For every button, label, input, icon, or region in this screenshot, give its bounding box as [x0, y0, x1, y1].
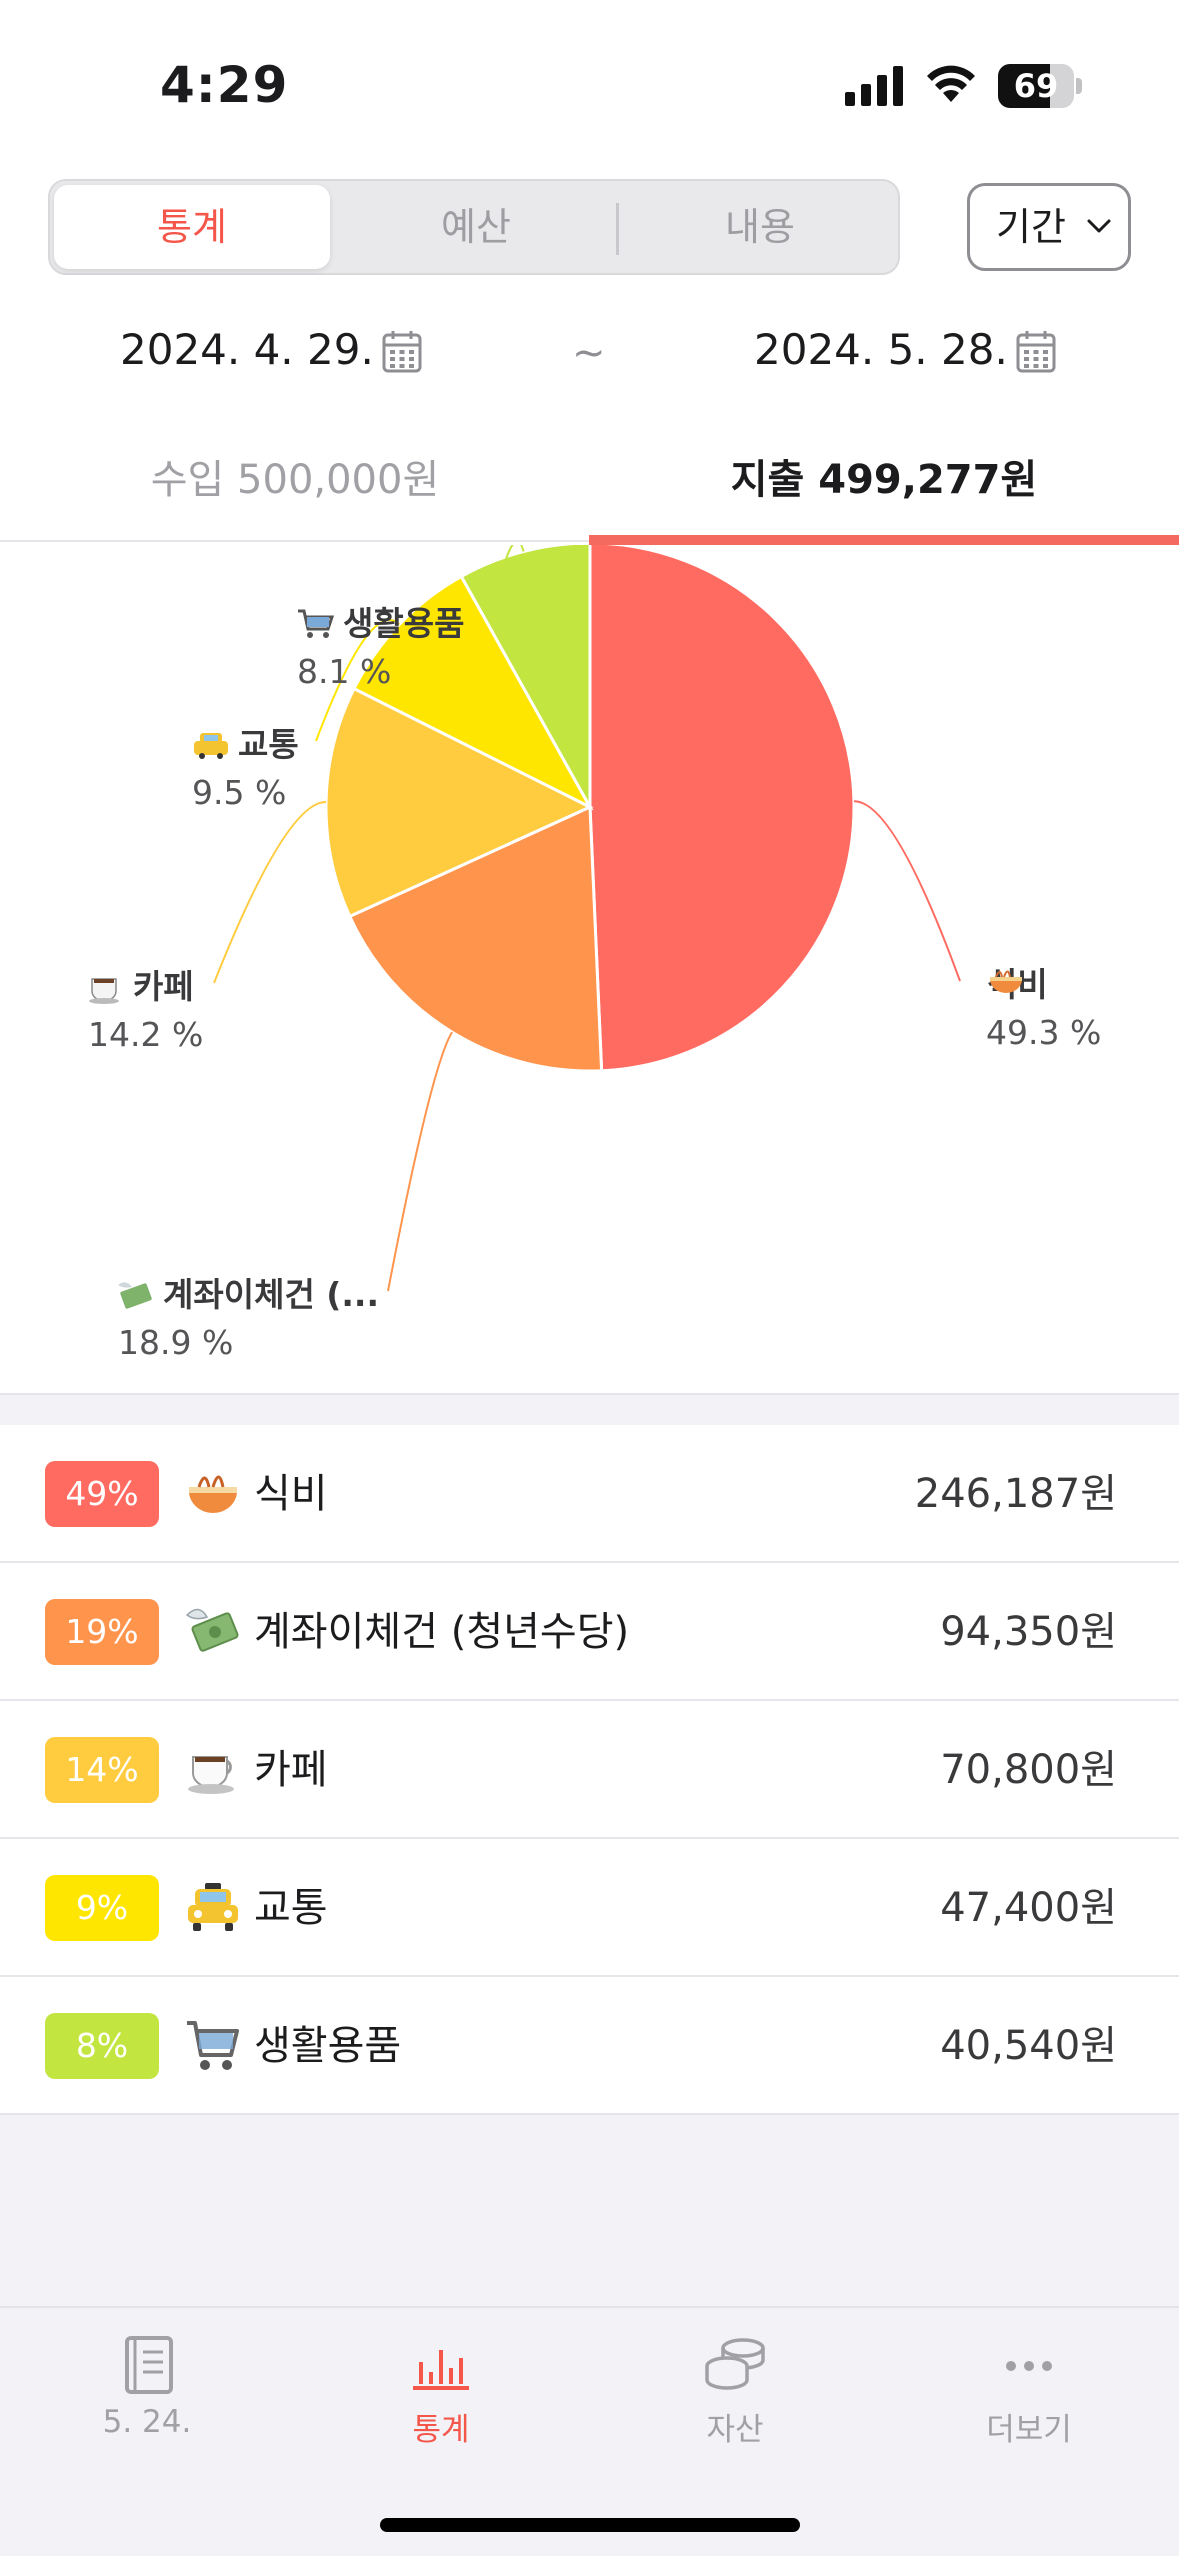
pie-slice[interactable]: [459, 545, 592, 813]
view-segmented-control: 통계 예산 내용: [48, 179, 900, 275]
pie-leader-line: [489, 545, 525, 620]
pie-label-name: 계좌이체건 (...: [163, 1275, 379, 1314]
coffee-icon: [89, 978, 119, 1004]
bar-chart-icon: [413, 2350, 469, 2390]
pie-label-name: 생활용품: [343, 604, 464, 643]
segment-divider: [616, 203, 619, 255]
start-date[interactable]: 2024. 4. 29.: [120, 325, 374, 374]
percent-badge: 9%: [45, 1875, 159, 1941]
tab-ledger[interactable]: 5. 24.: [0, 2308, 294, 2458]
pie-chart-svg: 식비 49.3 % 계좌이체건 (... 18.9 % 카페 14.2 % 교통…: [88, 545, 1101, 1362]
category-amount: 94,350원: [940, 1609, 1117, 1655]
pie-label-percent: 8.1 %: [297, 652, 391, 691]
tab-stats[interactable]: 통계: [294, 2308, 588, 2458]
pie-label-name: 교통: [238, 725, 299, 764]
tab-label: 5. 24.: [102, 2404, 192, 2440]
tab-label: 더보기: [986, 2412, 1072, 2448]
tab-label: 통계: [412, 2412, 470, 2448]
status-time: 4:29: [160, 56, 289, 114]
category-name: 식비: [254, 1471, 328, 1517]
tab-label: 자산: [706, 2412, 764, 2448]
category-name: 카페: [254, 1747, 328, 1793]
wifi-icon: [927, 65, 975, 102]
tab-more[interactable]: 더보기: [882, 2308, 1176, 2458]
segment-budget[interactable]: 예산: [441, 205, 511, 249]
money-wings-icon: [185, 1608, 239, 1652]
end-date[interactable]: 2024. 5. 28.: [754, 325, 1008, 374]
tab-assets[interactable]: 자산: [588, 2308, 882, 2458]
list-item[interactable]: 49% 식비 246,187원: [0, 1425, 1179, 1563]
pie-leader-line: [387, 1031, 453, 1292]
tab-income[interactable]: 수입 500,000원: [150, 457, 440, 503]
pie-label-name: 카페: [133, 967, 194, 1006]
pie-label-percent: 18.9 %: [118, 1323, 233, 1362]
signal-icon: [845, 66, 903, 106]
category-amount: 47,400원: [940, 1885, 1117, 1931]
battery-level: 69: [1013, 67, 1059, 105]
battery-icon: 69: [998, 64, 1082, 108]
list-item[interactable]: 19% 계좌이체건 (청년수당) 94,350원: [0, 1563, 1179, 1701]
taxi-icon: [194, 733, 228, 759]
pie-label-percent: 14.2 %: [88, 1015, 203, 1054]
tab-expense[interactable]: 지출 499,277원: [730, 457, 1038, 503]
money-wings-icon: [118, 1282, 152, 1309]
percent-badge: 14%: [45, 1737, 159, 1803]
pie-label-percent: 9.5 %: [192, 773, 286, 812]
list-item[interactable]: 14% 카페 70,800원: [0, 1701, 1179, 1839]
period-button[interactable]: 기간: [967, 183, 1131, 271]
battery-fill: [998, 64, 1051, 108]
segment-stats[interactable]: 통계: [54, 185, 330, 269]
taxi-icon: [188, 1883, 238, 1931]
chevron-down-icon: [1087, 219, 1111, 233]
percent-badge: 49%: [45, 1461, 159, 1527]
active-tab-indicator: [589, 535, 1179, 545]
period-label: 기간: [996, 205, 1066, 249]
calendar-icon[interactable]: [382, 329, 422, 373]
pie-slice[interactable]: [324, 686, 594, 919]
coffee-icon: [188, 1756, 234, 1794]
coins-icon: [705, 2338, 765, 2390]
section-gap: [0, 1393, 1179, 1425]
ledger-book-icon: [125, 2336, 173, 2394]
pie-slice[interactable]: [588, 545, 856, 1073]
list-item[interactable]: 9% 교통 47,400원: [0, 1839, 1179, 1977]
category-amount: 246,187원: [914, 1471, 1117, 1517]
pie-leader-line: [315, 619, 400, 742]
shopping-cart-icon: [187, 2021, 239, 2070]
pie-leader-line: [853, 800, 961, 982]
date-separator: ~: [572, 330, 606, 376]
list-item[interactable]: 8% 생활용품 40,540원: [0, 1977, 1179, 2115]
category-list: 49% 식비 246,187원 19% 계좌이체건 (청년수당) 94,350원…: [0, 1425, 1179, 2115]
pie-label-percent: 49.3 %: [986, 1013, 1101, 1052]
home-indicator: [380, 2518, 800, 2532]
more-dots-icon: [1006, 2361, 1052, 2371]
category-amount: 70,800원: [940, 1747, 1117, 1793]
segment-details[interactable]: 내용: [725, 205, 795, 249]
category-name: 생활용품: [254, 2023, 402, 2069]
percent-badge: 19%: [45, 1599, 159, 1665]
pie-slice[interactable]: [352, 574, 594, 811]
category-name: 교통: [254, 1885, 328, 1931]
calendar-icon[interactable]: [1016, 329, 1056, 373]
category-name: 계좌이체건 (청년수당): [254, 1609, 630, 1655]
category-amount: 40,540원: [940, 2023, 1117, 2069]
noodle-bowl-icon: [990, 970, 1022, 993]
status-bar: 4:29 69: [0, 0, 1179, 150]
shopping-cart-icon: [298, 609, 335, 638]
percent-badge: 8%: [45, 2013, 159, 2079]
expense-pie-chart: 식비 49.3 % 계좌이체건 (... 18.9 % 카페 14.2 % 교통…: [0, 545, 1179, 1393]
pie-leader-line: [213, 801, 327, 984]
tab-bar: 5. 24. 통계 자산 더보기: [0, 2306, 1179, 2556]
noodle-bowl-icon: [189, 1475, 237, 1513]
